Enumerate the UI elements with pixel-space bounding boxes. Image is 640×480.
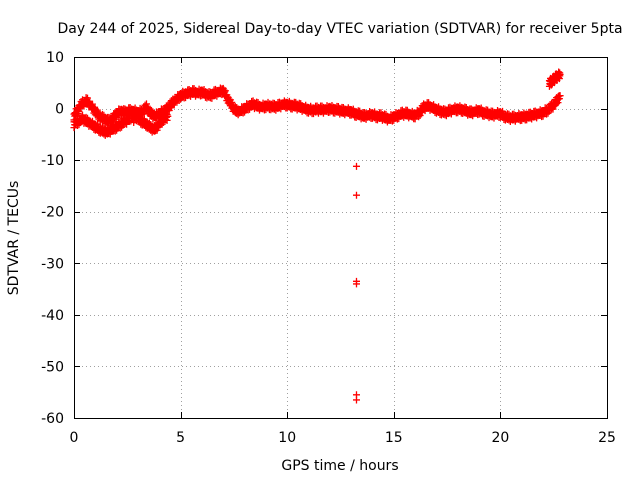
plot-frame [74,57,608,419]
data-point [553,99,561,107]
outlier-point [352,280,360,288]
data-point [556,71,564,79]
x-axis-label: GPS time / hours [281,458,398,474]
outlier-point [352,396,360,404]
x-tick-label: 15 [385,430,403,446]
x-tick-label: 20 [491,430,509,446]
x-tick-label: 25 [598,430,616,446]
y-tick-label: -30 [41,256,64,272]
y-tick-label: -20 [41,205,64,221]
y-tick-label: -10 [41,153,64,169]
x-tick-label: 10 [278,430,296,446]
chart-title: Day 244 of 2025, Sidereal Day-to-day VTE… [57,21,622,37]
y-tick-label: 0 [55,102,64,118]
x-tick-label: 0 [70,430,79,446]
y-tick-label: -50 [41,359,64,375]
y-tick-labels: 10 0 -10 -20 -30 -40 -50 -60 [41,50,64,427]
outlier-point [352,191,360,199]
data-point [556,92,564,100]
x-tick-labels: 0 5 10 15 20 25 [70,430,616,446]
data-points [70,68,564,404]
y-tick-label: -60 [41,411,64,427]
axis-ticks [74,57,608,419]
outlier-point [352,162,360,170]
data-point [164,112,172,120]
y-axis-label: SDTVAR / TECUs [6,181,22,296]
x-tick-label: 5 [176,430,185,446]
y-tick-label: -40 [41,308,64,324]
y-tick-label: 10 [46,50,64,66]
